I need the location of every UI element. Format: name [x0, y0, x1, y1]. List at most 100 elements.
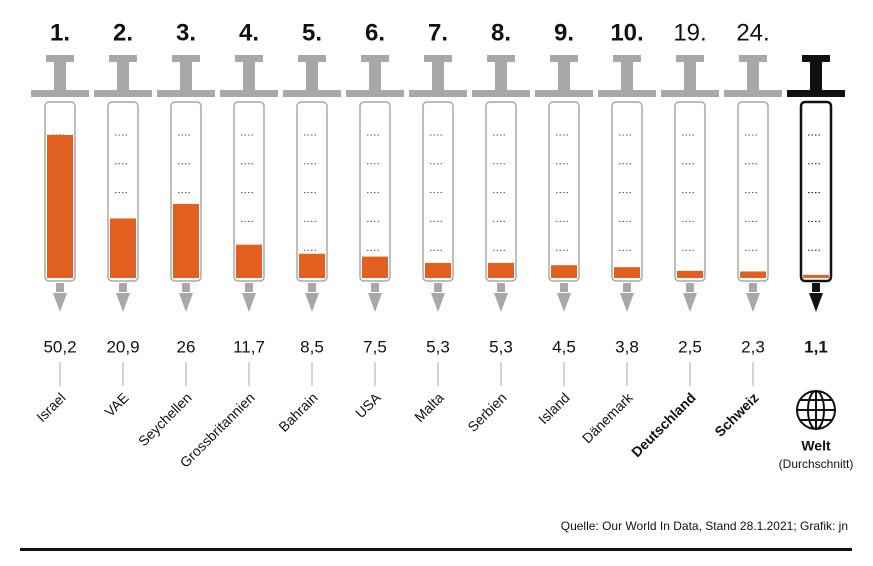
plunger-head — [739, 55, 767, 62]
plunger-rod — [558, 62, 570, 90]
flange — [724, 90, 782, 97]
fill-level — [551, 265, 577, 278]
plunger-rod — [369, 62, 381, 90]
plunger-head — [613, 55, 641, 62]
plunger-rod — [810, 62, 822, 90]
barrel — [799, 100, 833, 283]
needle — [53, 293, 67, 312]
flange — [94, 90, 152, 97]
plunger-head — [298, 55, 326, 62]
plunger-rod — [432, 62, 444, 90]
hub — [560, 283, 568, 292]
needle — [494, 293, 508, 312]
flange — [598, 90, 656, 97]
category-label: Malta — [411, 389, 447, 425]
flange — [220, 90, 278, 97]
category-label: Israel — [33, 389, 69, 425]
source: Quelle: Our World In Data, Stand 28.1.20… — [561, 519, 848, 533]
plunger-head — [172, 55, 200, 62]
plunger-head — [424, 55, 452, 62]
plunger-rod — [117, 62, 129, 90]
fill-level — [614, 267, 640, 278]
plunger-head — [550, 55, 578, 62]
fill-level — [110, 218, 136, 278]
flange — [787, 90, 845, 97]
value-label: 5,3 — [489, 337, 513, 356]
barrel — [296, 101, 328, 282]
category-label: Serbien — [464, 389, 509, 434]
fill-level — [173, 203, 199, 278]
plunger-rod — [180, 62, 192, 90]
globe-icon — [796, 390, 836, 430]
flange — [661, 90, 719, 97]
fill-level — [425, 262, 451, 278]
category-label: Deutschland — [628, 389, 699, 460]
hub — [119, 283, 127, 292]
hub — [182, 283, 190, 292]
hub — [308, 283, 316, 292]
value-label: 2,5 — [678, 337, 702, 356]
plunger-head — [676, 55, 704, 62]
hub — [434, 283, 442, 292]
value-label: 20,9 — [106, 337, 139, 356]
hub — [497, 283, 505, 292]
barrel — [359, 101, 391, 282]
hub — [371, 283, 379, 292]
flange — [283, 90, 341, 97]
category-label: Dänemark — [579, 389, 637, 447]
value-label: 5,3 — [426, 337, 450, 356]
fill-level — [299, 253, 325, 278]
category-label: Island — [535, 389, 573, 427]
category-label: VAE — [101, 389, 131, 419]
category-label: Seychellen — [135, 389, 195, 449]
value-label: 7,5 — [363, 337, 387, 356]
flange — [472, 90, 530, 97]
rule — [20, 548, 852, 551]
needle — [116, 293, 130, 312]
rank: 7. — [428, 19, 448, 46]
rank: 6. — [365, 19, 385, 46]
needle — [179, 293, 193, 312]
barrel — [422, 101, 454, 282]
fill-level — [47, 134, 73, 278]
fill-level — [740, 271, 766, 278]
fill-level — [236, 244, 262, 278]
barrel — [548, 101, 580, 282]
needle — [242, 293, 256, 312]
rank: 4. — [239, 19, 259, 46]
average-note: (Durchschnitt) — [779, 457, 854, 471]
plunger-head — [46, 55, 74, 62]
fill-level — [803, 274, 829, 278]
plunger-rod — [54, 62, 66, 90]
category-label: Bahrain — [275, 389, 320, 434]
value-label: 50,2 — [43, 337, 76, 356]
plunger-head — [235, 55, 263, 62]
hub — [749, 283, 757, 292]
category-label: Welt — [801, 438, 831, 454]
needle — [305, 293, 319, 312]
value-label: 4,5 — [552, 337, 576, 356]
plunger-rod — [243, 62, 255, 90]
value-label: 3,8 — [615, 337, 639, 356]
rank: 3. — [176, 19, 196, 46]
plunger-rod — [621, 62, 633, 90]
needle — [431, 293, 445, 312]
rank: 2. — [113, 19, 133, 46]
rank: 5. — [302, 19, 322, 46]
value-label: 2,3 — [741, 337, 765, 356]
flange — [535, 90, 593, 97]
fill-level — [362, 256, 388, 278]
value-label: 11,7 — [233, 337, 265, 356]
plunger-head — [361, 55, 389, 62]
value-label: 26 — [177, 337, 196, 356]
barrel — [611, 101, 643, 282]
fill-level — [488, 262, 514, 278]
rank: 10. — [610, 19, 643, 46]
plunger-head — [487, 55, 515, 62]
barrel — [233, 101, 265, 282]
flange — [409, 90, 467, 97]
needle — [683, 293, 697, 312]
needle — [557, 293, 571, 312]
hub — [245, 283, 253, 292]
